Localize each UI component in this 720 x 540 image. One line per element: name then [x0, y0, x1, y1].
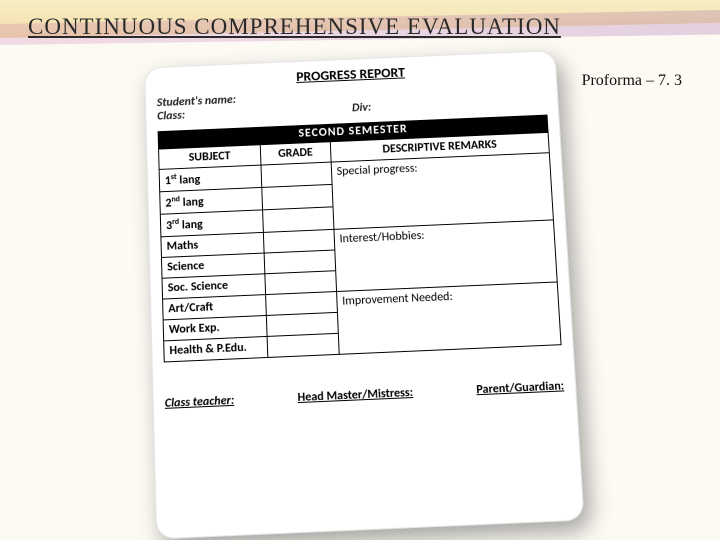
head-master-label: Head Master/Mistress:: [297, 386, 413, 405]
slide-title: CONTINUOUS COMPREHENSIVE EVALUATION: [28, 14, 561, 40]
progress-report-card: PROGRESS REPORT Student's name: Class: D…: [144, 50, 584, 539]
class-teacher-label: Class teacher:: [165, 394, 235, 411]
report-table: SUBJECT GRADE DESCRIPTIVE REMARKS 1st la…: [158, 132, 562, 363]
parent-guardian-label: Parent/Guardian:: [476, 379, 565, 397]
remarks-special: Special progress:: [331, 153, 554, 230]
remarks-improvement: Improvement Needed:: [336, 282, 561, 354]
remarks-interest: Interest/Hobbies:: [334, 220, 557, 292]
signature-row: Class teacher: Head Master/Mistress: Par…: [165, 379, 565, 411]
proforma-label: Proforma – 7. 3: [582, 72, 682, 90]
report-card-container: PROGRESS REPORT Student's name: Class: D…: [150, 52, 570, 527]
